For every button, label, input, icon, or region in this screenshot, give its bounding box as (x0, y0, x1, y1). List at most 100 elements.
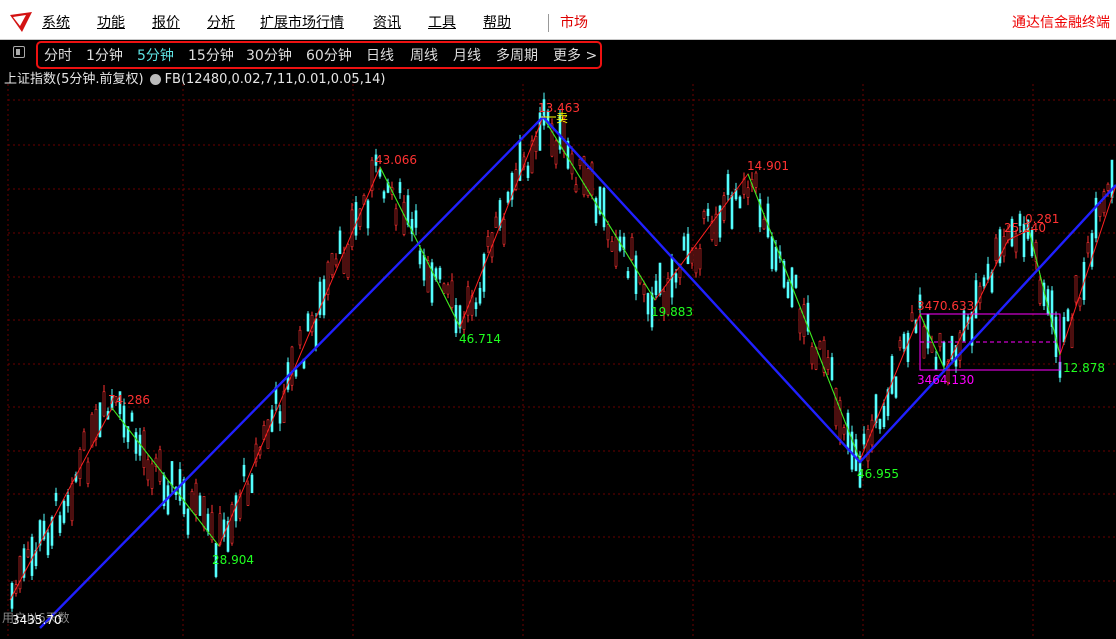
candle-body (55, 493, 57, 501)
candle-body (135, 432, 137, 453)
candle-body (535, 136, 537, 151)
candle-body (339, 231, 341, 254)
menu-system[interactable]: 系统 (42, 12, 70, 32)
candle-body (643, 285, 645, 295)
menu-market[interactable]: 市场 (560, 12, 588, 32)
candle-body (187, 509, 189, 534)
period-bar: 分时 1分钟 5分钟 15分钟 30分钟 60分钟 日线 周线 月线 多周期 更… (0, 40, 1116, 66)
fractal-green-line-6 (1029, 230, 1060, 355)
tab-more[interactable]: 更多 > (553, 45, 597, 65)
candle-body (495, 217, 497, 228)
candle-body (987, 264, 989, 279)
candle-body (963, 311, 965, 341)
candle-body (87, 462, 89, 484)
app-logo-icon (8, 11, 34, 33)
tab-multi-period[interactable]: 多周期 (496, 45, 538, 65)
candle-body (883, 406, 885, 426)
candle-body (159, 450, 161, 482)
candle-body (579, 159, 581, 166)
menu-extended-market[interactable]: 扩展市场行情 (260, 12, 344, 32)
menu-help[interactable]: 帮助 (483, 12, 511, 32)
candle-body (83, 432, 85, 450)
menu-news[interactable]: 资讯 (373, 12, 401, 32)
candle-body (695, 249, 697, 273)
candle-body (899, 341, 901, 348)
candle-body (607, 225, 609, 240)
candle-body (419, 251, 421, 264)
label-low-2: 46.714 (459, 332, 501, 346)
candle-body (423, 255, 425, 280)
candle-body (307, 314, 309, 331)
candle-body (727, 174, 729, 194)
candle-body (467, 287, 469, 315)
brand-title: 通达信金融终端 (1012, 12, 1110, 32)
candle-body (943, 342, 945, 365)
candlestick-series (11, 93, 1113, 612)
candle-body (983, 278, 985, 286)
tab-30min[interactable]: 30分钟 (246, 45, 292, 65)
candle-body (691, 250, 693, 263)
candle-body (867, 429, 869, 460)
candle-body (1039, 280, 1041, 303)
candle-body (603, 188, 605, 227)
candle-body (1087, 243, 1089, 253)
candle-body (71, 483, 73, 521)
tab-daily[interactable]: 日线 (366, 45, 394, 65)
panel-toggle-icon[interactable] (13, 46, 25, 58)
candle-body (655, 281, 657, 295)
menu-quote[interactable]: 报价 (152, 12, 180, 32)
candle-body (171, 461, 173, 485)
tab-60min[interactable]: 60分钟 (306, 45, 352, 65)
chart-grid (8, 84, 1116, 639)
label-low-1: 28.904 (212, 553, 254, 567)
candle-body (863, 434, 865, 444)
tab-15min[interactable]: 15分钟 (188, 45, 234, 65)
fractal-green-line-3 (543, 117, 655, 300)
candle-body (767, 204, 769, 237)
candle-body (1067, 310, 1069, 321)
candle-body (627, 271, 629, 277)
candle-body (479, 288, 481, 303)
tab-weekly[interactable]: 周线 (410, 45, 438, 65)
candle-body (207, 514, 209, 532)
candle-body (195, 483, 197, 514)
tab-monthly[interactable]: 月线 (453, 45, 481, 65)
menu-divider (548, 14, 549, 32)
candle-body (799, 309, 801, 333)
candle-body (315, 319, 317, 348)
candle-body (355, 202, 357, 235)
candle-body (291, 347, 293, 385)
candle-body (1079, 298, 1081, 306)
kline-chart[interactable]: 卖 74.286 28.904 43.066 46.714 13.463 19.… (0, 84, 1116, 639)
candle-body (1111, 160, 1113, 198)
candle-body (451, 281, 453, 308)
tab-intraday[interactable]: 分时 (44, 45, 72, 65)
candle-body (407, 196, 409, 225)
candle-body (795, 275, 797, 287)
candle-body (939, 333, 941, 347)
label-box-bottom: 3464.130 (917, 373, 974, 387)
candle-body (395, 209, 397, 225)
candle-body (191, 491, 193, 511)
fractal-green-line-4 (748, 174, 860, 460)
label-high-1: 74.286 (108, 393, 150, 407)
candle-body (683, 237, 685, 251)
candle-body (487, 236, 489, 246)
tab-1min[interactable]: 1分钟 (86, 45, 123, 65)
candle-body (503, 219, 505, 244)
candle-body (827, 357, 829, 369)
candle-body (399, 182, 401, 192)
menu-analysis[interactable]: 分析 (207, 12, 235, 32)
candle-body (659, 263, 661, 295)
candle-body (91, 414, 93, 447)
candle-body (931, 343, 933, 353)
candle-body (771, 237, 773, 269)
menu-function[interactable]: 功能 (97, 12, 125, 32)
fractal-green-line-2 (380, 167, 460, 327)
candle-body (787, 282, 789, 297)
candle-body (335, 259, 337, 265)
candle-body (775, 247, 777, 270)
candle-body (203, 496, 205, 527)
tab-5min[interactable]: 5分钟 (137, 45, 174, 65)
menu-tools[interactable]: 工具 (428, 12, 456, 32)
